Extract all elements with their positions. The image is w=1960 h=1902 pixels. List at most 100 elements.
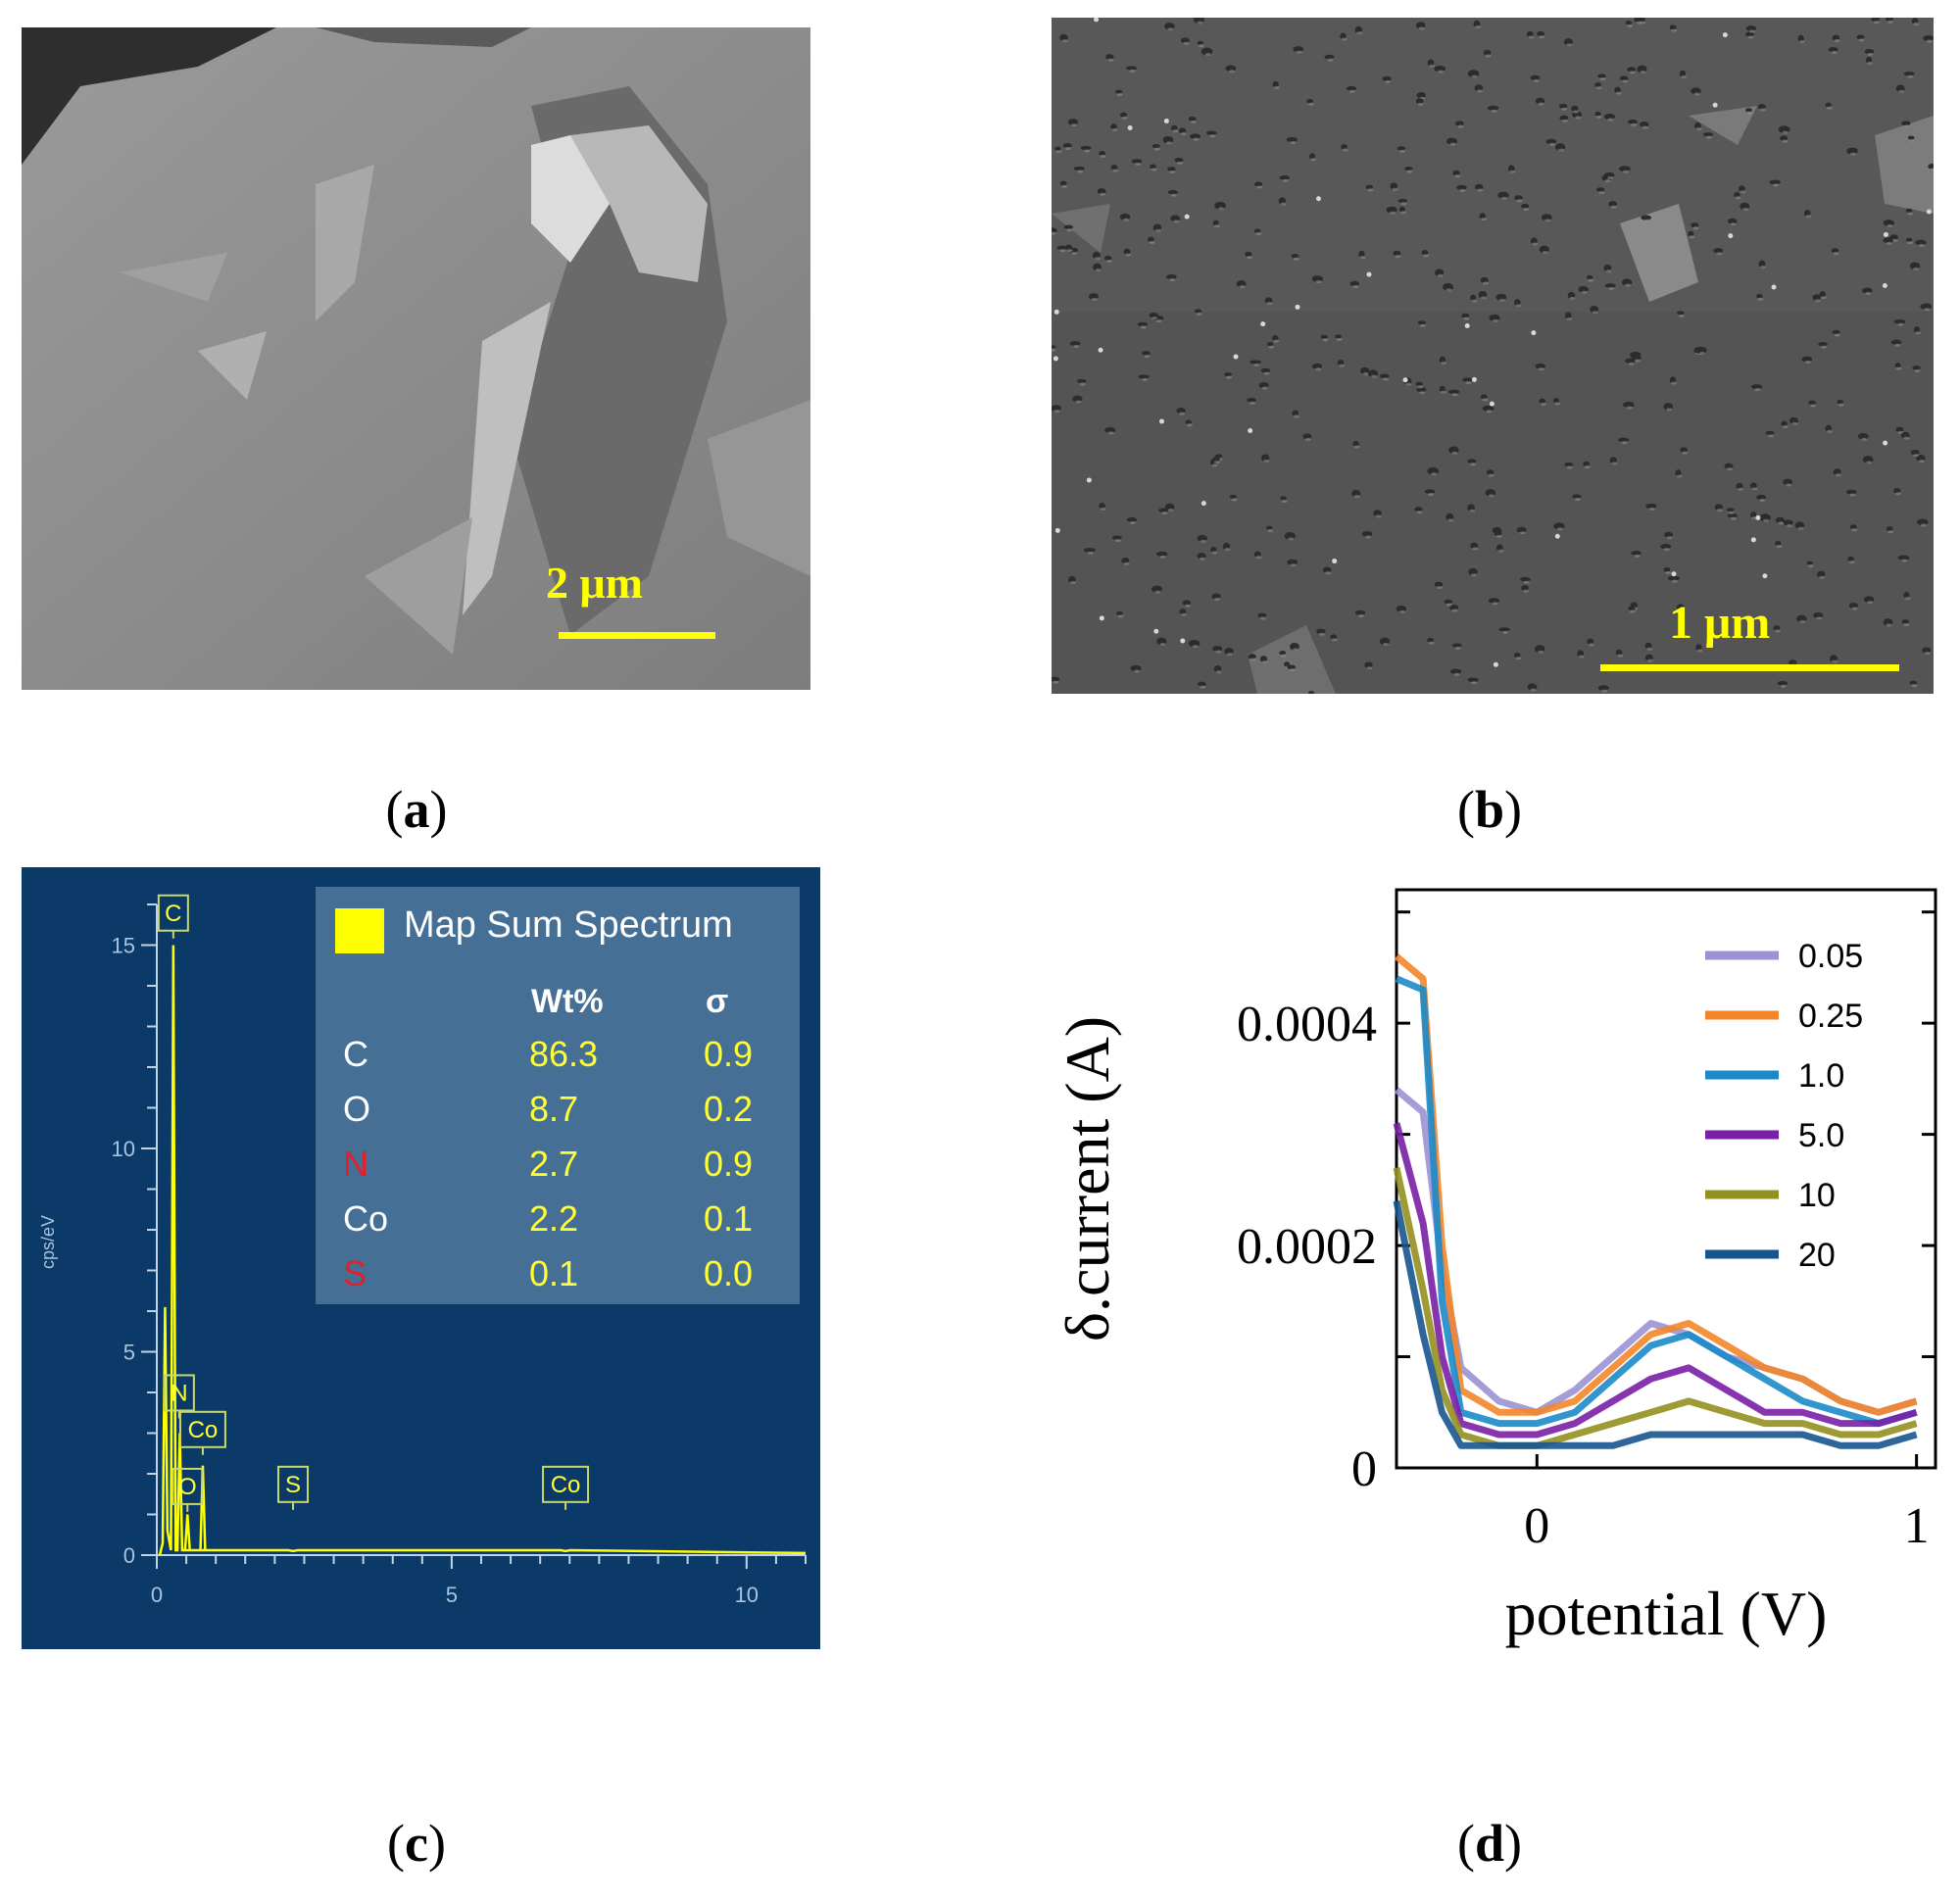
sem-pore-rim (1519, 531, 1526, 535)
sem-pore (1745, 108, 1752, 113)
sem-pore-rim (1607, 118, 1614, 122)
sem-pore-rim (1574, 498, 1581, 502)
sem-pore-rim (1179, 412, 1186, 415)
sem-pore-rim (1406, 170, 1413, 173)
sem-pore (1553, 398, 1560, 404)
sem-pore-rim (1716, 252, 1723, 256)
sem-particle (1053, 356, 1058, 362)
sem-pore (1404, 166, 1413, 171)
sem-pore (1076, 378, 1087, 384)
sem-pore-rim (1759, 108, 1766, 112)
sem-pore (1765, 430, 1775, 435)
sem-pore-rim (1581, 290, 1588, 294)
sem-pore (1603, 113, 1616, 121)
scale-bar-label-a: 2 μm (546, 558, 643, 608)
sem-pore (1756, 293, 1763, 299)
sem-particle (1086, 477, 1092, 483)
sem-pore-rim (1348, 89, 1355, 93)
sem-pore-rim (1325, 571, 1332, 575)
sem-pore (1069, 341, 1081, 346)
sem-pore-rim (1849, 493, 1856, 497)
sem-pore-rim (1273, 85, 1280, 89)
sem-pore (1149, 312, 1158, 318)
sem-pore (1535, 97, 1545, 105)
sem-pore-rim (1926, 39, 1933, 43)
sem-pore-rim (1140, 325, 1147, 329)
x-tick-label: 0 (1524, 1498, 1549, 1554)
sem-pore-rim (1169, 170, 1176, 173)
sem-pore-rim (1561, 119, 1568, 122)
sem-pore-rim (1780, 684, 1787, 688)
sem-pore-rim (1440, 390, 1446, 394)
sem-pore (1497, 191, 1509, 199)
sem-pore-rim (1608, 286, 1615, 290)
sem-pore-rim (1592, 311, 1598, 315)
caption-c-letter: c (405, 1814, 428, 1873)
sem-pore-rim (1263, 459, 1270, 463)
sem-particle (1315, 196, 1321, 202)
sem-particle (1883, 231, 1888, 237)
sem-pore (1062, 143, 1072, 148)
sem-pore (1773, 625, 1781, 631)
sem-particle (1554, 533, 1560, 539)
sem-pore-rim (1861, 437, 1868, 441)
sem-pore (1922, 647, 1932, 654)
scale-bar-a (559, 632, 715, 639)
sem-pore-rim (1198, 44, 1204, 48)
legend-sigma-value: 0.2 (704, 1089, 754, 1129)
sem-pore-rim (1584, 465, 1591, 469)
sem-pore-rim (1903, 622, 1910, 626)
sem-pore-rim (1155, 319, 1162, 323)
sem-pore-rim (1250, 658, 1256, 661)
sem-pore-rim (1418, 26, 1425, 30)
sem-pore (1248, 654, 1256, 659)
sem-pore-rim (1129, 69, 1136, 73)
sem-pore-rim (1930, 168, 1934, 171)
sem-pore-rim (1427, 493, 1434, 497)
caption-b-letter: b (1474, 780, 1505, 839)
sem-pore (1416, 387, 1427, 393)
sem-pore (1322, 566, 1332, 573)
sem-pore (1073, 166, 1085, 171)
sem-pore-rim (1438, 70, 1445, 73)
sem-pore (1198, 681, 1206, 687)
sem-pore (1247, 398, 1256, 403)
sem-pore (1572, 494, 1582, 499)
sem-pore-rim (1622, 170, 1629, 173)
sem-pore (1801, 356, 1813, 363)
sem-pore (1905, 237, 1913, 242)
sem-pore-rim (1310, 158, 1317, 162)
sem-pore (1054, 146, 1061, 151)
sem-pore-rim (1759, 499, 1766, 503)
sem-pore-rim (1353, 445, 1360, 449)
sem-pore-rim (1094, 257, 1101, 261)
sem-pore (1825, 102, 1833, 108)
sem-pore (1397, 198, 1407, 203)
sem-pore-rim (1692, 226, 1699, 230)
sem-pore-rim (1211, 463, 1218, 467)
sem-pore-rim (1826, 106, 1833, 110)
sem-pore-rim (1819, 575, 1826, 579)
sem-particle (1099, 615, 1104, 621)
sem-pore-rim (1578, 655, 1585, 658)
sem-pore-rim (1914, 331, 1921, 335)
sem-pore (1382, 75, 1392, 81)
sem-pore-rim (1437, 273, 1444, 277)
sem-pore (1056, 245, 1067, 250)
sem-pore-rim (1463, 317, 1470, 320)
sem-pore-rim (1341, 37, 1348, 41)
sem-pore-rim (1075, 400, 1082, 404)
legend-label: 20 (1798, 1237, 1836, 1274)
sem-pore-rim (1746, 111, 1753, 115)
peak-label: O (178, 1474, 197, 1500)
legend-sigma-value: 0.1 (704, 1198, 754, 1239)
sem-pore-rim (1488, 494, 1494, 498)
sem-pore (1052, 405, 1061, 412)
sem-pore-rim (1476, 89, 1483, 93)
sem-pore (1126, 66, 1138, 71)
sem-pore-rim (1419, 391, 1426, 395)
sem-pore-rim (1778, 521, 1785, 525)
sem-pore-rim (1066, 228, 1073, 232)
sem-particle (1233, 354, 1239, 360)
sem-pore-rim (1515, 304, 1522, 308)
